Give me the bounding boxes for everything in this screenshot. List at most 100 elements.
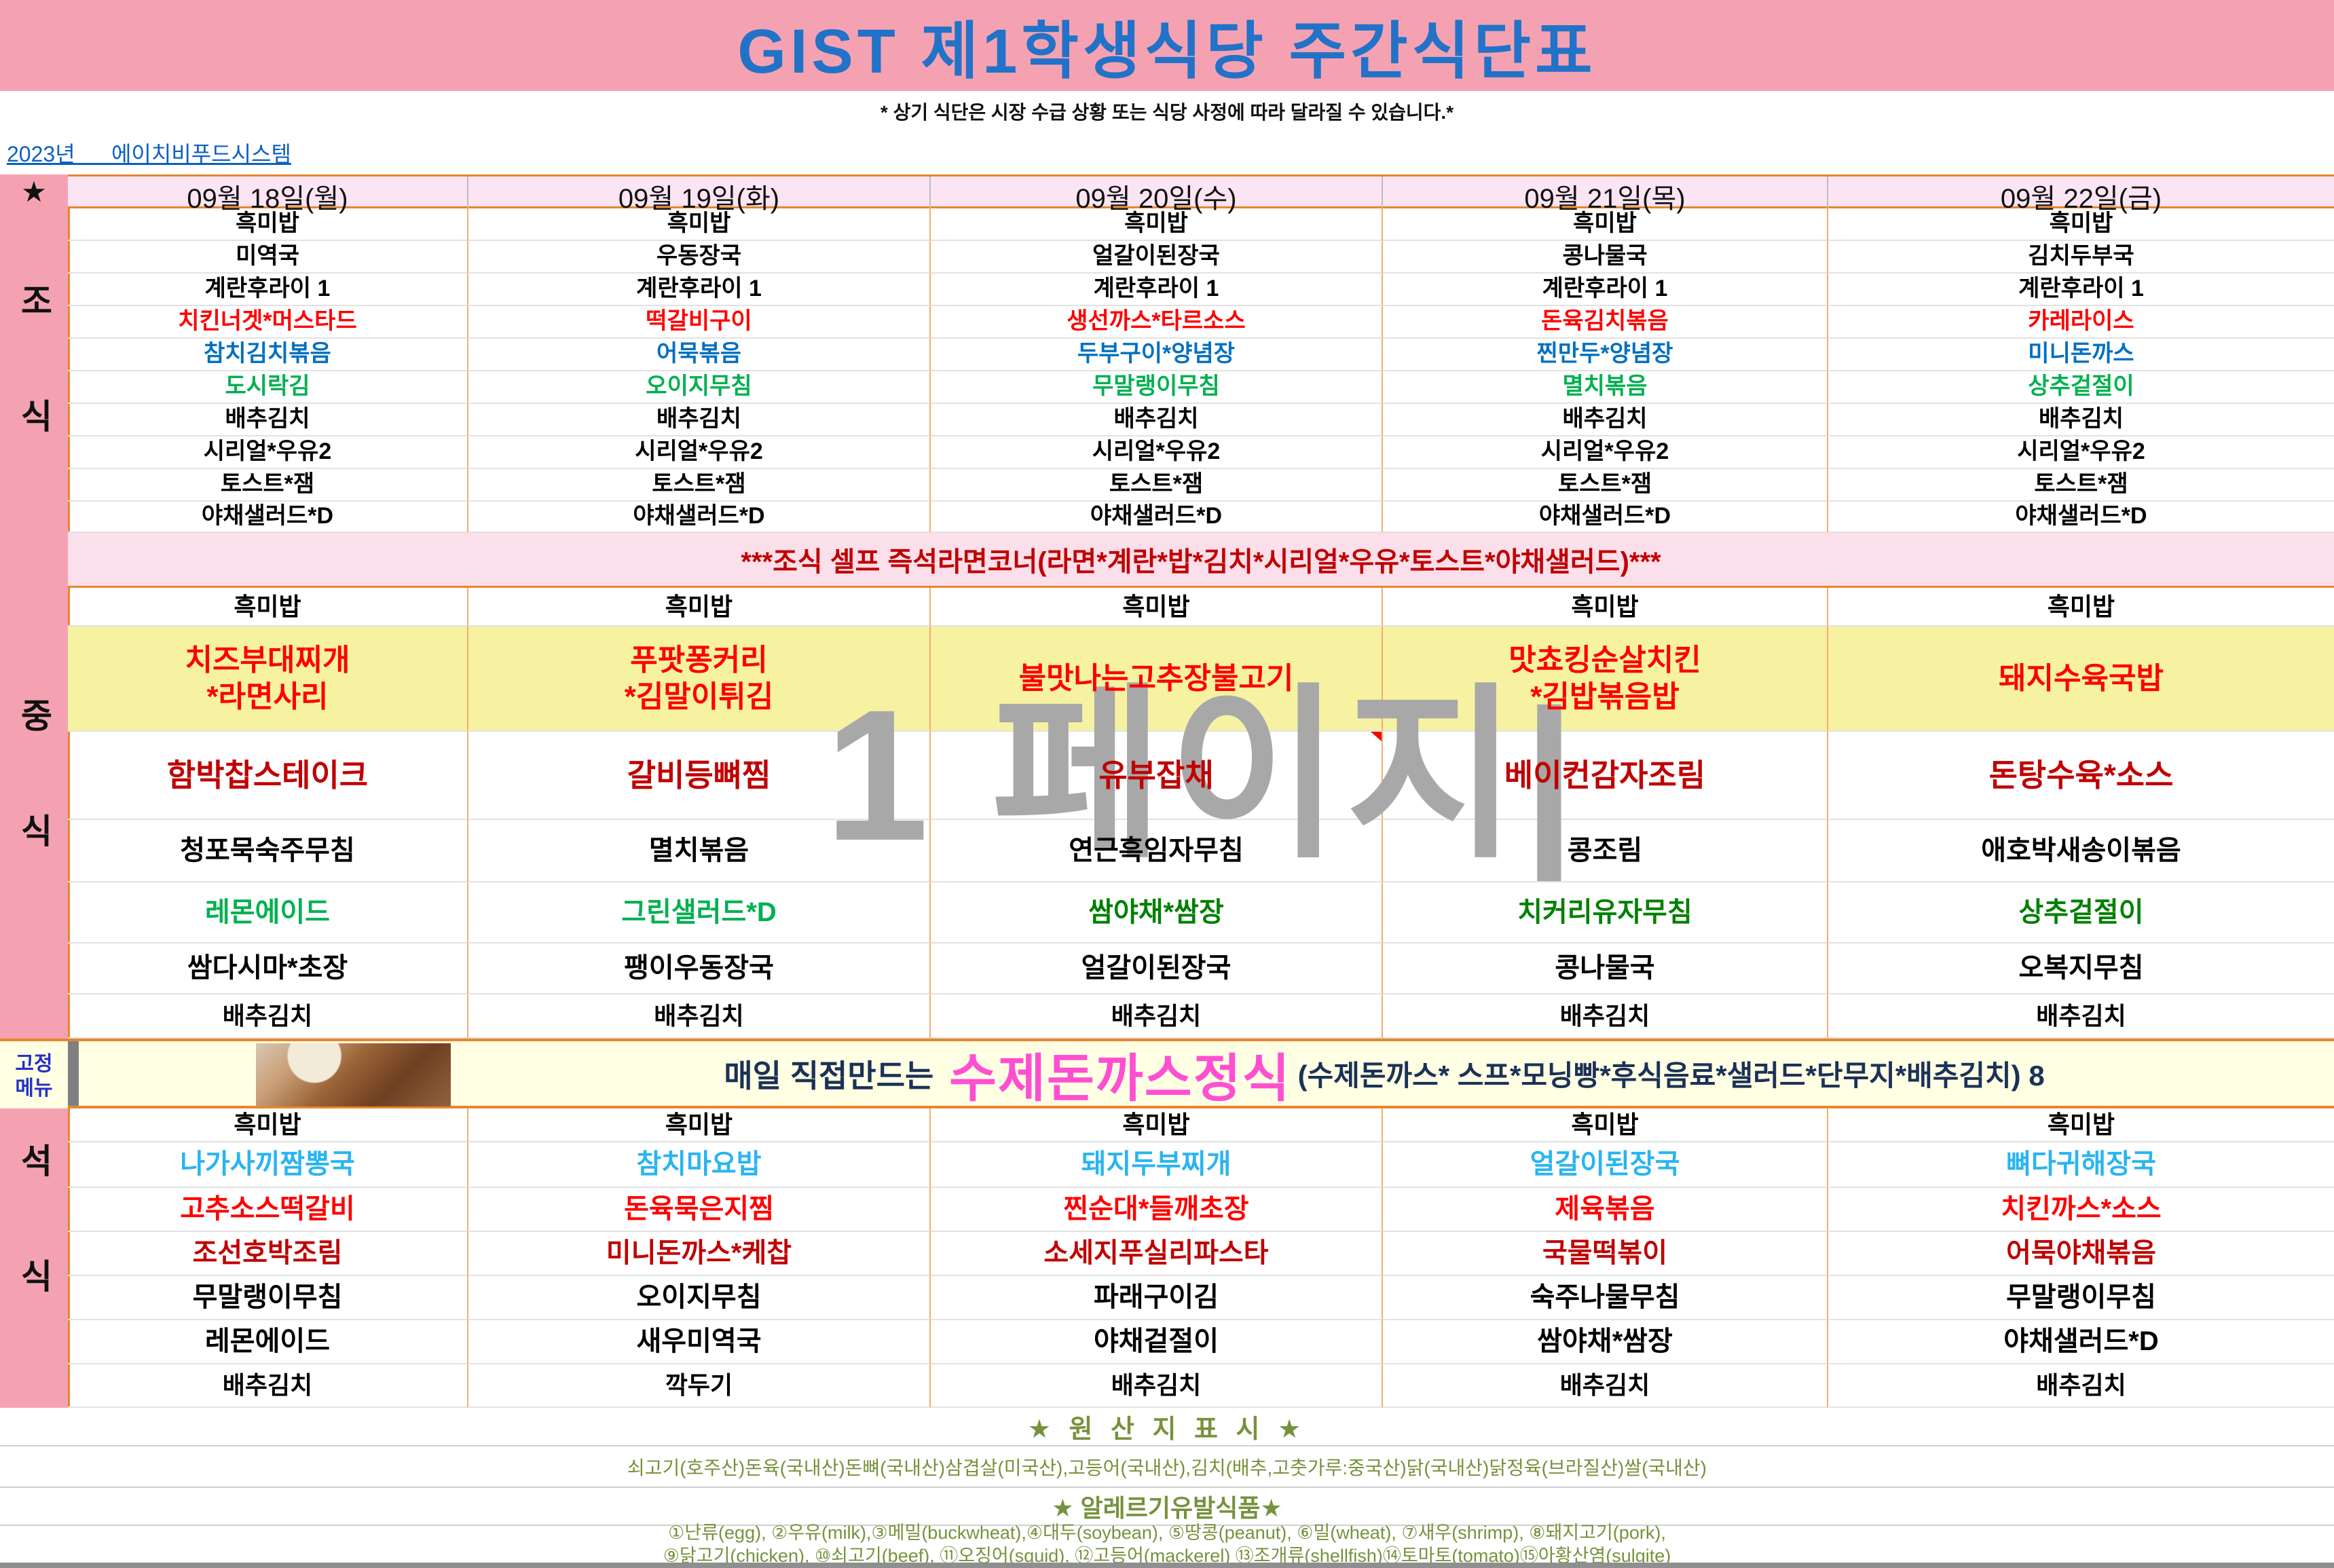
- date-header-cell: 09월 18일(월): [68, 176, 468, 216]
- breakfast-row: 토스트*잼 토스트*잼 토스트*잼 토스트*잼 토스트*잼: [68, 469, 2334, 502]
- menu-cell: 오복지무침: [1828, 944, 2334, 994]
- menu-cell: 배추김치: [931, 994, 1383, 1039]
- menu-cell: 카레라이스: [1828, 306, 2334, 339]
- menu-cell: 갈비등뼈찜: [468, 732, 931, 820]
- origin-heading: ★ 원 산 지 표 시 ★: [0, 1408, 2334, 1446]
- menu-cell: 치커리유자무침: [1383, 882, 1828, 944]
- menu-cell: 함박찹스테이크: [68, 732, 468, 820]
- menu-cell: 계란후라이 1: [68, 274, 468, 306]
- menu-cell: 흑미밥: [1828, 1108, 2334, 1142]
- breakfast-row: 배추김치 배추김치 배추김치 배추김치 배추김치: [68, 404, 2334, 436]
- menu-cell: 콩나물국: [1383, 241, 1828, 274]
- lunch-table: 흑미밥 흑미밥 흑미밥 흑미밥 흑미밥 치즈부대찌개 *라면사리 푸팟퐁커리 *김말이튀김 불…: [68, 588, 2334, 1039]
- breakfast-row: 시리얼*우유2 시리얼*우유2 시리얼*우유2 시리얼*우유2 시리얼*우유2: [68, 436, 2334, 469]
- allergy-text: ①난류(egg), ②우유(milk),③메밀(buckwheat),④대두(s…: [0, 1523, 2334, 1566]
- menu-cell: 연근흑임자무침: [931, 820, 1383, 882]
- menu-cell: 배추김치: [1383, 994, 1828, 1039]
- origin-text: 쇠고기(호주산)돈육(국내산)돈뼈(국내산)삼겹살(미국산),고등어(국내산),…: [0, 1446, 2334, 1488]
- lunch-row: 배추김치 배추김치 배추김치 배추김치 배추김치: [68, 994, 2334, 1039]
- menu-cell: 흑미밥: [1383, 588, 1828, 627]
- menu-cell: 오이지무침: [468, 1276, 931, 1320]
- dinner-row: 레몬에이드 새우미역국 야채겉절이 쌈야채*쌈장 야채샐러드*D: [68, 1320, 2334, 1364]
- fixed-menu-row: 매일 직접만드는 수제돈까스정식 (수제돈까스* 스프*모닝빵*후식음료*샐러드…: [68, 1039, 2334, 1108]
- menu-cell: 흑미밥: [1383, 208, 1828, 241]
- menu-cell: 쌈야채*쌈장: [1383, 1320, 1828, 1364]
- breakfast-row: 참치김치볶음 어묵볶음 두부구이*양념장 찐만두*양념장 미니돈까스: [68, 339, 2334, 371]
- menu-cell: 돼지수육국밥: [1828, 627, 2334, 732]
- menu-cell: 시리얼*우유2: [1828, 436, 2334, 469]
- menu-cell: 떡갈비구이: [468, 306, 931, 339]
- menu-cell: 계란후라이 1: [931, 274, 1383, 306]
- menu-cell: 야채샐러드*D: [68, 502, 468, 533]
- menu-cell: 치킨까스*소스: [1828, 1188, 2334, 1232]
- menu-cell: 오이지무침: [468, 371, 931, 404]
- menu-cell: 레몬에이드: [68, 1320, 468, 1364]
- menu-cell: 미니돈까스: [1828, 339, 2334, 371]
- dinner-table: 흑미밥 흑미밥 흑미밥 흑미밥 흑미밥 나가사끼짬뽕국 참치마요밥 돼지두부찌개 얼갈이된장국 뼈…: [68, 1108, 2334, 1408]
- menu-cell: 배추김치: [1828, 994, 2334, 1039]
- menu-cell: 무말랭이무침: [68, 1276, 468, 1320]
- page-title: GIST 제1학생식당 주간식단표: [737, 16, 1597, 86]
- dinner-row: 무말랭이무침 오이지무침 파래구이김 숙주나물무침 무말랭이무침: [68, 1276, 2334, 1320]
- menu-cell: 국물떡볶이: [1383, 1232, 1828, 1276]
- menu-cell: 계란후라이 1: [1828, 274, 2334, 306]
- dinner-row: 나가사끼짬뽕국 참치마요밥 돼지두부찌개 얼갈이된장국 뼈다귀해장국: [68, 1142, 2334, 1188]
- menu-cell: 무말랭이무침: [931, 371, 1383, 404]
- menu-cell: 쌈야채*쌈장: [931, 882, 1383, 944]
- dinner-row: 흑미밥 흑미밥 흑미밥 흑미밥 흑미밥: [68, 1108, 2334, 1142]
- lunch-row: 청포묵숙주무침 멸치볶음 연근흑임자무침 콩조림 애호박새송이볶음: [68, 820, 2334, 882]
- menu-cell: 배추김치: [68, 994, 468, 1039]
- fixed-menu-text: 매일 직접만드는 수제돈까스정식 (수제돈까스* 스프*모닝빵*후식음료*샐러드…: [448, 1041, 2320, 1108]
- lunch-row: 함박찹스테이크 갈비등뼈찜 유부잡채 베이컨감자조림 돈탕수육*소스: [68, 732, 2334, 820]
- menu-cell: 얼갈이된장국: [931, 944, 1383, 994]
- menu-cell: 얼갈이된장국: [1383, 1142, 1828, 1188]
- menu-cell: 불맛나는고추장불고기: [931, 627, 1383, 732]
- comment-marker-icon: [1371, 732, 1382, 741]
- allergy-heading: ★ 알레르기유발식품★: [1052, 1494, 1282, 1522]
- fixed-menu-suffix: (수제돈까스* 스프*모닝빵*후식음료*샐러드*단무지*배추김치) 8: [1297, 1060, 2045, 1091]
- sidebar-dinner: 석식: [0, 1108, 70, 1408]
- menu-cell: 파래구이김: [931, 1276, 1383, 1320]
- menu-cell: 멸치볶음: [468, 820, 931, 882]
- menu-cell: 토스트*잼: [1383, 469, 1828, 502]
- subtitle: * 상기 식단은 시장 수급 상황 또는 식당 사정에 따라 달라질 수 있습니…: [0, 91, 2334, 131]
- donkatsu-photo: [256, 1043, 451, 1106]
- breakfast-label: 조식: [15, 282, 53, 514]
- self-ramen-banner: ***조식 셀프 즉석라면코너(라면*계란*밥*김치*시리얼*우유*토스트*야채…: [68, 533, 2334, 588]
- menu-cell: 숙주나물무침: [1383, 1276, 1828, 1320]
- menu-cell: 무말랭이무침: [1828, 1276, 2334, 1320]
- menu-cell: 새우미역국: [468, 1320, 931, 1364]
- vendor-row: 2023년 에이치비푸드시스템: [0, 131, 2334, 175]
- menu-cell: 토스트*잼: [468, 469, 931, 502]
- menu-cell: 계란후라이 1: [1383, 274, 1828, 306]
- dinner-row: 배추김치 깍두기 배추김치 배추김치 배추김치: [68, 1364, 2334, 1408]
- bottom-scroll-edge: [0, 1563, 2334, 1568]
- menu-cell: 상추겉절이: [1828, 371, 2334, 404]
- menu-cell: 흑미밥: [931, 588, 1383, 627]
- lunch-row: 쌈다시마*초장 팽이우동장국 얼갈이된장국 콩나물국 오복지무침: [68, 944, 2334, 994]
- menu-cell: 치즈부대찌개 *라면사리: [68, 627, 468, 732]
- vendor-link[interactable]: 2023년 에이치비푸드시스템: [7, 142, 291, 166]
- menu-cell: 흑미밥: [1828, 588, 2334, 627]
- menu-cell: 야채샐러드*D: [1383, 502, 1828, 533]
- allergy-line-1: ①난류(egg), ②우유(milk),③메밀(buckwheat),④대두(s…: [668, 1523, 1666, 1544]
- dinner-label: 석식: [15, 1142, 53, 1374]
- menu-cell: 흑미밥: [68, 208, 468, 241]
- menu-cell: 어묵야채볶음: [1828, 1232, 2334, 1276]
- menu-cell: 배추김치: [468, 994, 931, 1039]
- menu-cell: 우동장국: [468, 241, 931, 274]
- menu-cell: 배추김치: [931, 404, 1383, 436]
- menu-cell: 맛쵸킹순살치킨 *김밥볶음밥: [1383, 627, 1828, 732]
- sidebar-fixed-menu: 고정 메뉴: [0, 1039, 69, 1114]
- menu-cell: 뼈다귀해장국: [1828, 1142, 2334, 1188]
- menu-cell: 생선까스*타르소스: [931, 306, 1383, 339]
- menu-cell: 미니돈까스*케찹: [468, 1232, 931, 1276]
- date-header-cell: 09월 22일(금): [2000, 184, 2162, 214]
- menu-cell: 흑미밥: [68, 588, 468, 627]
- breakfast-table: 흑미밥 흑미밥 흑미밥 흑미밥 흑미밥 미역국 우동장국 얼갈이된장국 콩나물국 김치두부국 계란후…: [68, 208, 2334, 533]
- menu-cell: 그린샐러드*D: [468, 882, 931, 944]
- menu-cell: 토스트*잼: [68, 469, 468, 502]
- menu-cell: 콩나물국: [1383, 944, 1828, 994]
- menu-cell: 야채샐러드*D: [468, 502, 931, 533]
- breakfast-row: 치킨너겟*머스타드 떡갈비구이 생선까스*타르소스 돈육김치볶음 카레라이스: [68, 306, 2334, 339]
